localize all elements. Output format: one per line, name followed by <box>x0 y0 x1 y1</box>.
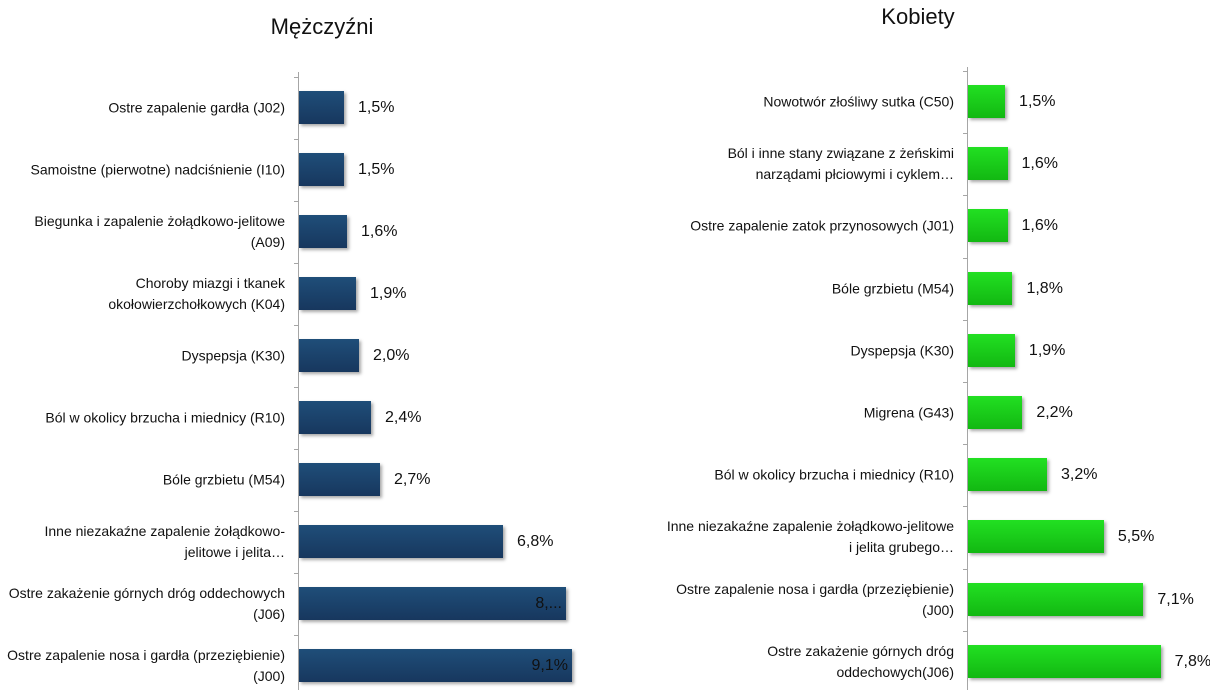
category-label: Ból w okolicy brzucha i miednicy (R10) <box>714 466 954 483</box>
category-label: Dyspepsja (K30) <box>181 347 286 364</box>
axis-tick <box>963 506 968 508</box>
axis-tick <box>294 635 299 636</box>
axis-tick <box>294 573 299 574</box>
category-axis <box>967 67 968 690</box>
axis-tick <box>294 139 299 140</box>
axis-tick <box>963 70 968 72</box>
category-label: Ból w okolicy brzucha i miednicy (R10) <box>45 409 285 426</box>
value-label: 9,1% <box>531 657 568 674</box>
category-label: Ból i inne stany związane z żeńskimi nar… <box>727 145 954 183</box>
axis-tick <box>294 77 299 78</box>
value-label: 1,5% <box>358 161 395 178</box>
category-label: Ostre zapalenie nosa i gardła (przeziębi… <box>7 647 285 684</box>
axis-tick <box>294 263 299 264</box>
bar <box>968 271 1013 305</box>
axis-tick <box>963 319 968 321</box>
category-label: Nowotwór złośliwy sutka (C50) <box>763 93 954 110</box>
axis-tick <box>294 201 299 202</box>
axis-tick <box>963 630 968 632</box>
category-axis <box>298 72 299 690</box>
value-label: 3,2% <box>1061 466 1098 484</box>
bar <box>968 644 1161 678</box>
category-label: Ostre zapalenie zatok przynosowych (J01) <box>690 217 954 234</box>
category-label: Migrena (G43) <box>863 404 954 421</box>
category-label: Biegunka i zapalenie żołądkowo-jelitowe … <box>34 213 285 250</box>
axis-tick <box>963 381 968 383</box>
category-label: Bóle grzbietu (M54) <box>831 280 954 297</box>
bar <box>299 463 380 496</box>
bar <box>968 209 1008 243</box>
axis-tick <box>963 195 968 197</box>
axis-tick <box>963 257 968 259</box>
bar <box>968 458 1048 492</box>
value-label: 8,... <box>535 595 562 612</box>
bar <box>968 333 1015 367</box>
value-label: 1,6% <box>1021 217 1058 235</box>
axis-tick <box>963 568 968 570</box>
category-label: Bóle grzbietu (M54) <box>162 471 285 488</box>
category-label: Ostre zapalenie nosa i gardła (przeziębi… <box>676 580 954 618</box>
value-label: 7,1% <box>1157 590 1194 608</box>
axis-tick <box>963 444 968 446</box>
bar <box>968 396 1023 429</box>
value-label: 7,8% <box>1174 652 1210 670</box>
value-label: 2,0% <box>373 347 410 364</box>
axis-tick <box>294 511 299 512</box>
axis-tick <box>963 133 968 135</box>
value-label: 6,8% <box>517 533 554 550</box>
value-label: 1,5% <box>1019 93 1056 110</box>
category-label: Ostre zakażenie górnych dróg oddechowych… <box>8 585 285 622</box>
value-label: 1,8% <box>1026 279 1063 297</box>
bar <box>299 401 371 434</box>
value-label: 1,6% <box>361 223 398 240</box>
bar <box>299 339 359 372</box>
bar <box>299 649 572 682</box>
axis-tick <box>294 449 299 450</box>
category-label: Choroby miazgi i tkanek okołowierzchołko… <box>108 275 285 312</box>
category-label: Samoistne (pierwotne) nadciśnienie (I10) <box>30 161 285 178</box>
bar <box>299 525 503 558</box>
bar <box>968 582 1144 616</box>
category-label: Inne niezakaźne zapalenie żołądkowo-jeli… <box>44 523 286 560</box>
value-label: 1,6% <box>1021 155 1058 173</box>
category-label: Dyspepsja (K30) <box>850 342 955 359</box>
value-label: 2,2% <box>1036 404 1073 421</box>
chart-title: Kobiety <box>881 4 955 29</box>
value-label: 1,9% <box>1028 341 1066 359</box>
bar <box>299 153 344 186</box>
axis-tick <box>294 387 299 388</box>
bar <box>299 91 344 124</box>
bar <box>299 215 347 248</box>
value-label: 1,9% <box>370 285 407 302</box>
value-label: 5,5% <box>1117 528 1155 546</box>
bar <box>968 147 1008 181</box>
value-label: 1,5% <box>358 99 395 116</box>
category-label: Ostre zapalenie gardła (J02) <box>108 99 285 116</box>
value-label: 2,4% <box>385 409 422 426</box>
axis-tick <box>294 325 299 326</box>
bar <box>968 85 1006 118</box>
category-label: Ostre zakażenie górnych dróg oddechowych… <box>767 642 954 680</box>
value-label: 2,7% <box>394 471 431 488</box>
bar <box>299 277 356 310</box>
category-label: Inne niezakaźne zapalenie żołądkowo-jeli… <box>666 518 954 556</box>
chart-title: Mężczyźni <box>270 14 374 39</box>
bar <box>299 587 566 620</box>
bar <box>968 520 1104 554</box>
